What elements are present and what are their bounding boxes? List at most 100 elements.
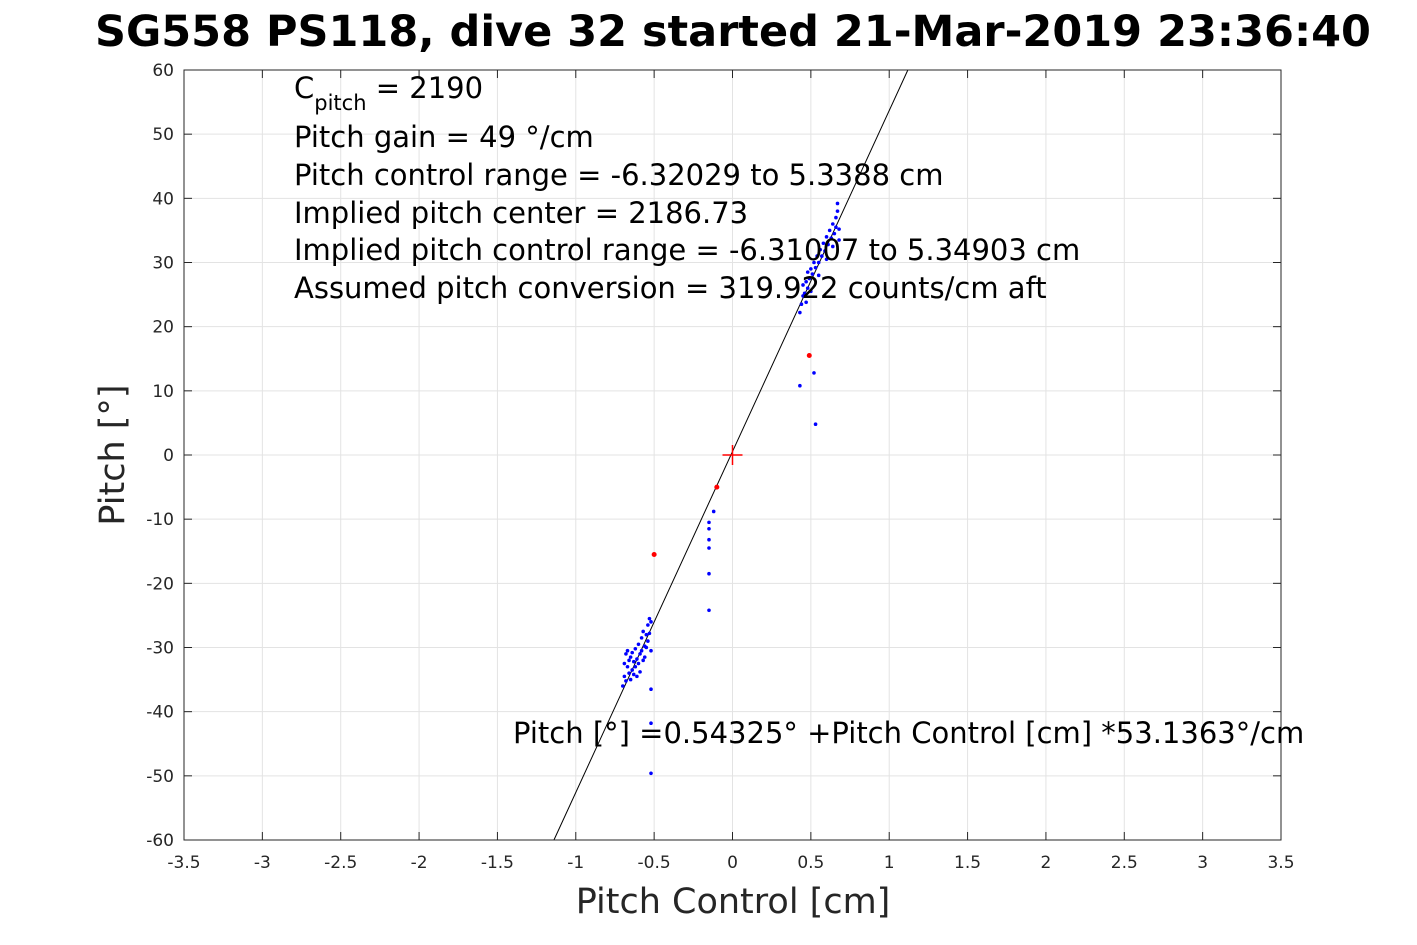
x-tick-label: -2 [411,853,428,873]
x-tick-label: 0.5 [797,853,824,873]
y-tick-label: 60 [152,61,174,81]
x-tick-label: -1 [567,853,584,873]
highlight-point [806,353,812,359]
data-point [835,209,840,213]
data-point [646,639,650,643]
x-tick-label: 3 [1197,853,1208,873]
data-point [644,645,649,650]
data-point [649,687,653,692]
data-point [818,247,823,252]
y-axis-label: Pitch [°] [93,384,133,525]
data-point [824,257,829,262]
data-point [834,215,838,220]
data-point [707,546,711,550]
chart-title: SG558 PS118, dive 32 started 21-Mar-2019… [95,7,1371,57]
y-tick-label: -50 [146,767,174,787]
annotation-implied-control-range: Implied pitch control range = -6.31007 t… [294,233,1080,267]
data-point [707,608,711,613]
y-tick-label: -10 [146,510,174,530]
data-point [625,648,630,653]
data-point [631,659,636,664]
data-point [631,672,636,677]
data-point [649,721,653,726]
data-point [827,228,832,233]
data-point [633,646,638,651]
data-point [636,661,641,666]
data-point [628,677,633,682]
data-point [832,231,837,236]
data-point [829,236,834,240]
data-point [627,671,631,675]
annotation-pitch-control-range: Pitch control range = -6.32029 to 5.3388… [294,158,943,192]
y-tick-label: 10 [152,382,174,402]
data-point [798,383,802,388]
data-point [627,658,631,663]
x-tick-label: 1.5 [954,853,981,873]
data-point [644,632,649,637]
data-point [805,270,810,274]
data-point [804,279,808,284]
data-point [812,260,816,265]
data-point [633,664,638,669]
x-tick-label: -2.5 [324,853,357,873]
x-tick-label: 1 [884,853,895,873]
data-point [638,670,642,674]
data-point [622,674,627,679]
data-point [636,642,641,647]
x-tick-label: 0 [727,853,738,873]
data-point [641,629,645,634]
data-point [711,509,716,514]
x-axis-label: Pitch Control [cm] [576,882,891,922]
data-point [802,291,807,296]
y-tick-label: 50 [152,125,174,145]
data-point [798,310,802,315]
data-point [837,238,841,242]
cpitch-value: = 2190 [367,71,484,105]
data-point [642,655,647,659]
data-point [815,254,819,258]
data-point [816,260,821,265]
annotation-implied-pitch-center: Implied pitch center = 2186.73 [294,196,748,230]
data-point [707,526,711,531]
x-tick-label: 2 [1041,853,1052,873]
data-points [621,201,841,776]
data-point [635,674,639,679]
annotation-cpitch: Cpitch = 2190 [294,71,483,115]
highlight-point [714,484,720,490]
data-point [813,265,818,270]
data-point [826,242,830,247]
data-point [835,201,840,206]
data-point [707,571,711,576]
x-tick-label: -0.5 [638,853,671,873]
annotation-pitch-gain: Pitch gain = 49 °/cm [294,120,594,154]
data-point [707,537,711,542]
data-point [823,249,827,253]
data-point [821,241,826,246]
data-point [649,620,653,624]
data-point [628,655,633,659]
fit-equation-label: Pitch [°] =0.54325° +Pitch Control [cm] … [513,716,1304,750]
cpitch-symbol: C [294,71,314,105]
data-point [635,657,639,661]
tick-marks [183,69,1282,841]
cpitch-subscript: pitch [314,91,366,115]
data-point [621,684,625,688]
x-tick-label: -3 [254,853,271,873]
data-point [810,272,815,276]
data-point [813,422,818,427]
x-tick-label: 2.5 [1111,853,1138,873]
data-point [801,283,805,287]
data-point [809,267,813,271]
y-tick-label: -40 [146,703,174,723]
data-point [639,648,644,653]
data-point [622,661,627,666]
data-point [624,679,628,683]
data-point [646,623,650,627]
x-tick-label: 3.5 [1267,853,1294,873]
y-tick-labels: -60 -50 -40 -30 -20 -10 0 10 20 30 40 50 60 [146,61,174,851]
data-point [647,616,652,621]
data-point [625,664,630,669]
data-point [830,244,835,249]
data-point [834,225,838,230]
